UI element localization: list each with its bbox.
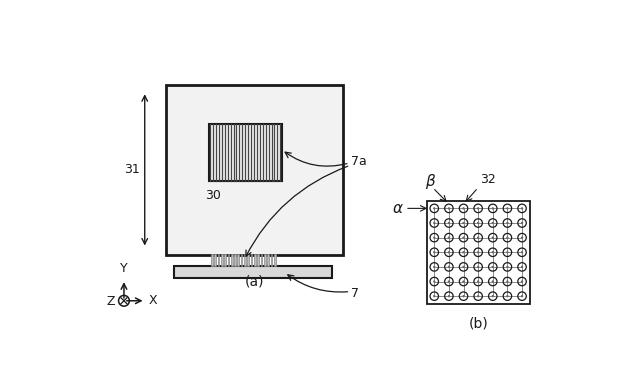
Circle shape	[492, 237, 494, 239]
Text: X: X	[148, 294, 157, 307]
Circle shape	[448, 222, 450, 224]
Bar	[218, 254, 220, 266]
Circle shape	[521, 207, 524, 210]
Text: 7a: 7a	[351, 155, 367, 168]
Text: 32: 32	[480, 173, 495, 186]
Bar	[241, 254, 243, 266]
Circle shape	[448, 237, 450, 239]
Circle shape	[462, 207, 465, 210]
Circle shape	[448, 280, 450, 283]
Circle shape	[477, 207, 479, 210]
Circle shape	[492, 207, 494, 210]
Bar	[237, 254, 239, 266]
Text: (b): (b)	[468, 316, 488, 330]
Bar	[248, 254, 249, 266]
Circle shape	[492, 266, 494, 268]
Bar	[214, 254, 216, 266]
Bar	[166, 85, 344, 254]
Bar	[209, 124, 282, 181]
Bar	[427, 201, 530, 304]
Bar	[268, 254, 269, 266]
Bar	[234, 254, 236, 266]
Circle shape	[448, 251, 450, 254]
Text: 7: 7	[351, 287, 359, 300]
Circle shape	[477, 295, 479, 297]
Text: 30: 30	[205, 189, 221, 202]
Circle shape	[521, 222, 524, 224]
Text: (a): (a)	[245, 275, 264, 289]
Bar	[260, 254, 262, 266]
Circle shape	[433, 207, 435, 210]
Circle shape	[477, 222, 479, 224]
Circle shape	[462, 237, 465, 239]
Circle shape	[521, 251, 524, 254]
Circle shape	[506, 237, 509, 239]
Circle shape	[492, 251, 494, 254]
Circle shape	[433, 251, 435, 254]
Bar	[244, 254, 246, 266]
Circle shape	[433, 280, 435, 283]
Circle shape	[477, 266, 479, 268]
Text: $\beta$: $\beta$	[425, 172, 436, 191]
Circle shape	[433, 266, 435, 268]
Bar	[211, 254, 212, 266]
Bar	[271, 254, 272, 266]
Circle shape	[506, 280, 509, 283]
Bar	[221, 254, 223, 266]
Circle shape	[448, 295, 450, 297]
Circle shape	[462, 295, 465, 297]
Circle shape	[462, 222, 465, 224]
Bar	[274, 254, 276, 266]
Circle shape	[462, 266, 465, 268]
Circle shape	[521, 237, 524, 239]
Circle shape	[506, 251, 509, 254]
Bar	[174, 266, 332, 279]
Text: Y: Y	[120, 262, 128, 275]
Circle shape	[462, 280, 465, 283]
Bar	[224, 254, 226, 266]
Circle shape	[506, 295, 509, 297]
Circle shape	[506, 222, 509, 224]
Bar	[227, 254, 229, 266]
Circle shape	[492, 280, 494, 283]
Circle shape	[521, 280, 524, 283]
Circle shape	[506, 207, 509, 210]
Circle shape	[477, 237, 479, 239]
Circle shape	[521, 295, 524, 297]
Text: Z: Z	[107, 295, 115, 308]
Text: $\alpha$: $\alpha$	[392, 201, 403, 216]
Circle shape	[433, 295, 435, 297]
Circle shape	[462, 251, 465, 254]
Bar	[251, 254, 252, 266]
Circle shape	[448, 266, 450, 268]
Bar	[264, 254, 266, 266]
Circle shape	[448, 207, 450, 210]
Circle shape	[492, 222, 494, 224]
Circle shape	[521, 266, 524, 268]
Circle shape	[433, 222, 435, 224]
Text: 31: 31	[124, 163, 140, 176]
Bar	[257, 254, 259, 266]
Bar	[231, 254, 232, 266]
Circle shape	[433, 237, 435, 239]
Circle shape	[477, 280, 479, 283]
Bar	[254, 254, 256, 266]
Circle shape	[492, 295, 494, 297]
Circle shape	[477, 251, 479, 254]
Circle shape	[506, 266, 509, 268]
